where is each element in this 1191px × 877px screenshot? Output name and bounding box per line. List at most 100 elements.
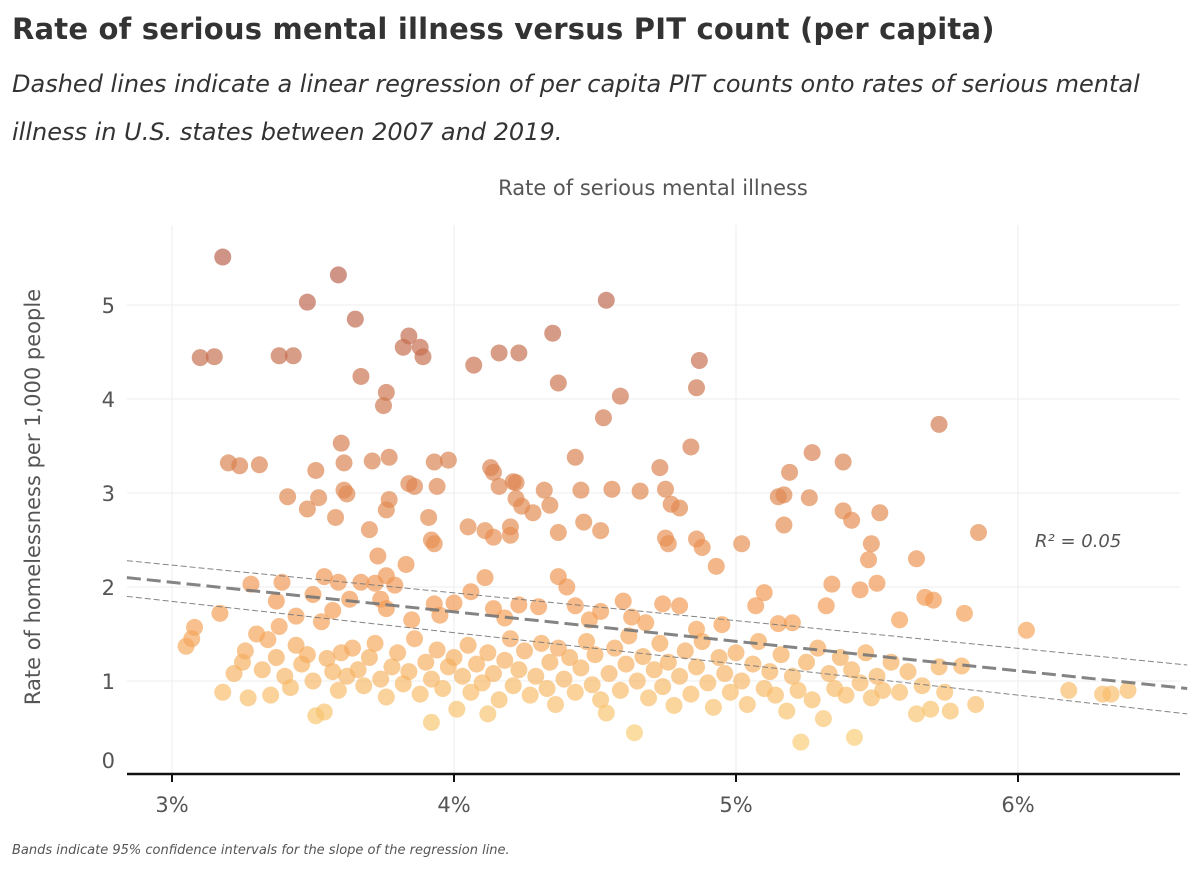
data-point [843, 511, 861, 529]
data-point [262, 686, 280, 704]
data-point [693, 539, 711, 557]
data-point [823, 575, 841, 593]
data-point [845, 728, 863, 746]
data-point [766, 686, 784, 704]
data-point [544, 324, 562, 342]
data-point [769, 615, 787, 633]
data-point [307, 461, 325, 479]
data-point [600, 664, 618, 682]
data-point [501, 630, 519, 648]
data-point [242, 575, 260, 593]
data-point [761, 663, 779, 681]
data-point [851, 581, 869, 599]
data-point [837, 686, 855, 704]
data-point [510, 344, 528, 362]
data-point [239, 689, 257, 707]
data-point [792, 733, 810, 751]
data-point [614, 592, 632, 610]
data-point [1102, 685, 1120, 703]
data-point [843, 661, 861, 679]
data-point [862, 535, 880, 553]
data-point [778, 702, 796, 720]
data-point [259, 631, 277, 649]
data-point [425, 453, 443, 471]
data-point [803, 691, 821, 709]
data-point [403, 611, 421, 629]
data-point [671, 499, 689, 517]
data-point [414, 348, 432, 366]
data-point [549, 374, 567, 392]
data-point [611, 681, 629, 699]
data-point [287, 636, 305, 654]
data-point [592, 602, 610, 620]
data-point [631, 482, 649, 500]
data-point [445, 649, 463, 666]
data-point [386, 576, 404, 594]
data-point [891, 683, 909, 701]
data-point [803, 444, 821, 462]
data-point [270, 347, 288, 365]
data-point [516, 642, 533, 660]
data-point [747, 597, 765, 615]
data-point [783, 614, 801, 632]
data-point [659, 535, 677, 553]
data-point [186, 618, 204, 636]
data-point [346, 310, 364, 328]
data-point [645, 661, 663, 679]
data-point [484, 664, 502, 682]
data-point [287, 607, 305, 625]
data-point [707, 557, 725, 575]
data-point [377, 383, 395, 401]
data-point [355, 677, 373, 695]
data-point [860, 551, 878, 569]
data-point [375, 397, 392, 415]
data-point [425, 535, 443, 553]
data-point [623, 608, 641, 626]
x-axis-label: Rate of serious mental illness [498, 176, 808, 200]
data-point [651, 634, 669, 652]
data-point [640, 689, 658, 707]
data-point [575, 513, 593, 531]
data-point [868, 574, 886, 592]
data-point [809, 639, 827, 657]
data-point [541, 653, 559, 671]
data-point [341, 590, 359, 608]
chart-subtitle: Dashed lines indicate a linear regressio… [12, 70, 1140, 146]
data-point [713, 616, 731, 634]
x-tick-label: 3% [155, 793, 188, 817]
y-tick-label: 1 [102, 670, 115, 694]
data-point [479, 705, 497, 723]
data-point [820, 664, 838, 682]
data-point [459, 518, 477, 536]
data-point [549, 523, 567, 541]
data-point [479, 644, 497, 662]
data-point [955, 604, 973, 622]
r-squared-annotation: R² = 0.05 [1035, 531, 1121, 552]
data-point [535, 481, 553, 499]
data-point [397, 555, 415, 573]
data-point [352, 573, 370, 591]
chart-footnote: Bands indicate 95% confidence intervals … [12, 843, 510, 858]
data-point [369, 547, 387, 565]
data-point [783, 667, 801, 685]
data-point [953, 657, 971, 675]
data-point [603, 480, 621, 498]
data-point [448, 700, 466, 718]
data-point [817, 597, 835, 615]
data-point [733, 535, 751, 553]
data-point [327, 508, 345, 526]
data-point [874, 681, 892, 699]
data-point [214, 248, 232, 266]
data-point [394, 338, 412, 356]
data-point [318, 649, 336, 667]
data-point [507, 474, 525, 492]
data-point [510, 661, 528, 679]
data-point [851, 674, 869, 692]
data-points [177, 248, 1137, 751]
data-point [484, 463, 502, 481]
data-point [298, 500, 316, 518]
data-point [338, 485, 356, 503]
data-point [716, 664, 734, 682]
data-point [304, 586, 322, 604]
data-point [383, 658, 401, 676]
